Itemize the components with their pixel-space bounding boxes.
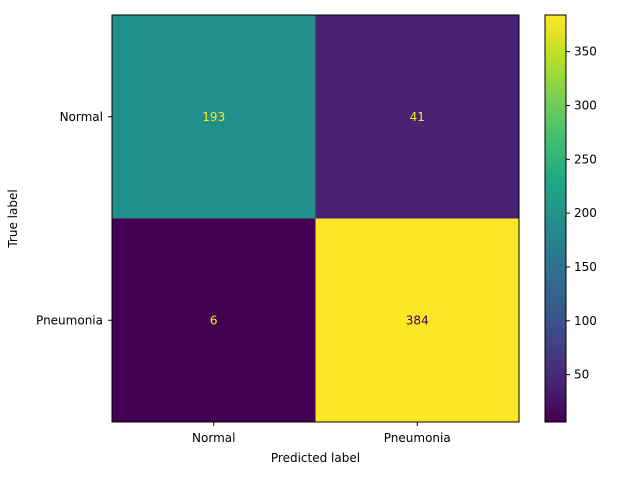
y-tick-group: Normal Pneumonia	[36, 110, 112, 327]
y-tick-label: Pneumonia	[36, 313, 103, 327]
colorbar-tick-label: 250	[574, 152, 597, 166]
x-tick-group: Normal Pneumonia	[192, 422, 451, 445]
cell-value-label: 6	[210, 313, 218, 327]
matrix-cell	[315, 15, 519, 219]
colorbar-tick-label: 300	[574, 98, 597, 112]
colorbar-tick-label: 200	[574, 206, 597, 220]
matrix-cells: 193 41 6 384	[112, 15, 519, 422]
x-tick-label: Pneumonia	[384, 431, 451, 445]
matrix-cell	[112, 15, 316, 219]
matrix-frame	[111, 14, 520, 423]
y-tick-label: Normal	[60, 110, 103, 124]
cell-value-label: 41	[410, 110, 425, 124]
colorbar-tick-label: 100	[574, 314, 597, 328]
matrix-cell	[112, 218, 316, 422]
colorbar-tick-group: 50 100 150 200 250 300 350	[566, 45, 597, 382]
x-axis-label: Predicted label	[271, 451, 360, 465]
cell-value-label: 193	[202, 110, 225, 124]
matrix-cell	[315, 218, 519, 422]
x-tick-label: Normal	[192, 431, 235, 445]
colorbar-tick-label: 150	[574, 260, 597, 274]
colorbar-tick-label: 350	[574, 45, 597, 59]
cell-value-label: 384	[406, 313, 429, 327]
colorbar-tick-label: 50	[574, 368, 589, 382]
y-axis-label: True label	[6, 189, 20, 248]
colorbar	[544, 14, 567, 423]
